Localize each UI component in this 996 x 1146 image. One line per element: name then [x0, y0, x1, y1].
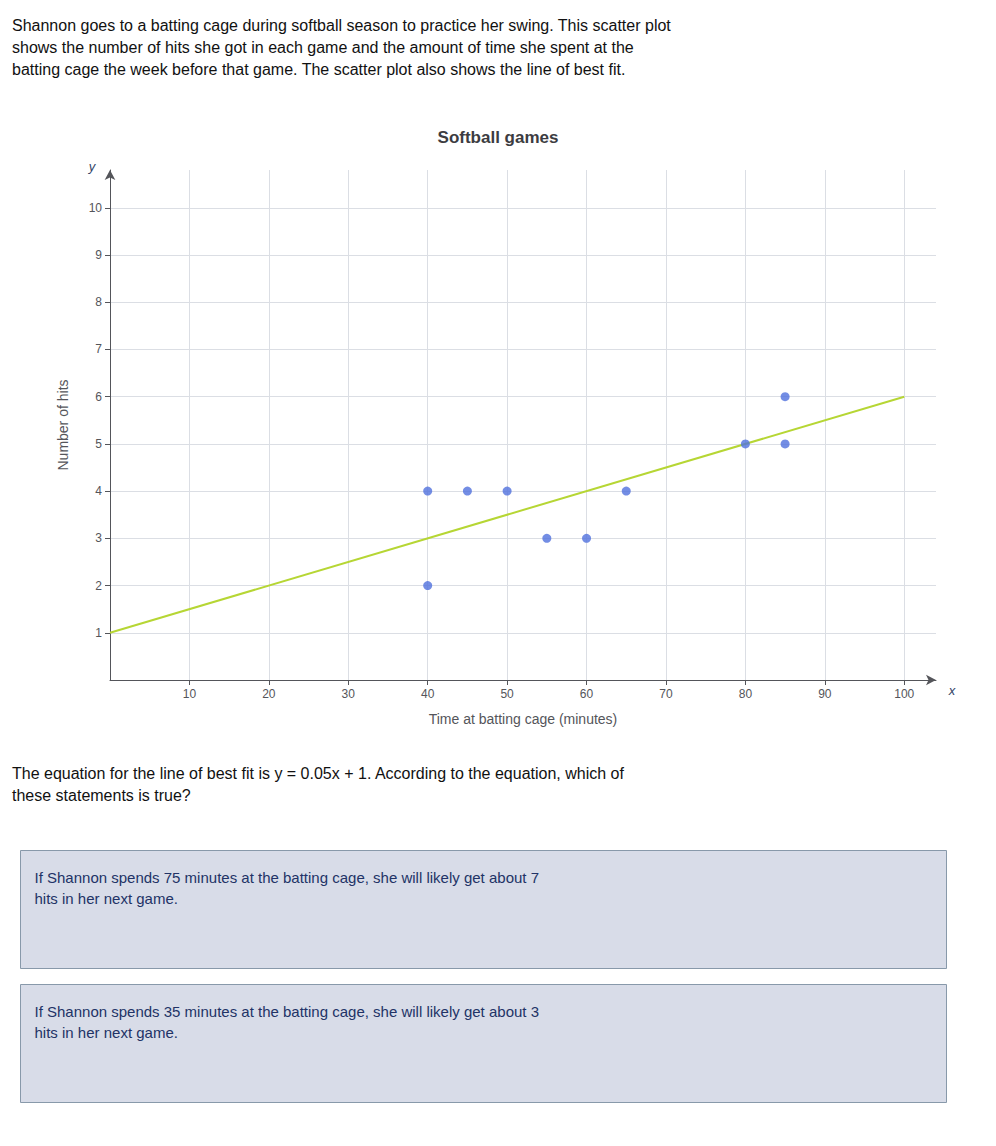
svg-text:hits in her next game.: hits in her next game.: [35, 890, 178, 907]
svg-text:these statements is true?: these statements is true?: [12, 787, 191, 804]
svg-text:Time at batting cage (minutes): Time at batting cage (minutes): [429, 711, 618, 727]
svg-text:7: 7: [95, 342, 102, 356]
svg-text:100: 100: [894, 687, 914, 701]
svg-text:8: 8: [95, 295, 102, 309]
svg-text:50: 50: [500, 687, 514, 701]
svg-text:9: 9: [95, 248, 102, 262]
svg-text:1: 1: [95, 626, 102, 640]
svg-text:60: 60: [580, 687, 594, 701]
svg-text:80: 80: [739, 687, 753, 701]
svg-text:batting cage the week before t: batting cage the week before that game. …: [12, 61, 625, 78]
svg-text:90: 90: [818, 687, 832, 701]
svg-text:2: 2: [95, 579, 102, 593]
svg-text:6: 6: [95, 390, 102, 404]
svg-text:Shannon goes to a batting cage: Shannon goes to a batting cage during so…: [12, 17, 671, 34]
svg-text:shows the number of hits she g: shows the number of hits she got in each…: [12, 39, 634, 56]
svg-text:3: 3: [95, 531, 102, 545]
svg-text:10: 10: [89, 201, 103, 215]
svg-text:Number of hits: Number of hits: [55, 379, 71, 470]
svg-text:Softball games: Softball games: [438, 128, 559, 147]
svg-text:4: 4: [95, 484, 102, 498]
svg-text:40: 40: [421, 687, 435, 701]
svg-text:30: 30: [342, 687, 356, 701]
svg-text:If Shannon spends 35 minutes a: If Shannon spends 35 minutes at the batt…: [35, 1003, 540, 1020]
svg-text:y: y: [88, 159, 97, 174]
svg-text:70: 70: [659, 687, 673, 701]
svg-text:The equation for the line of b: The equation for the line of best fit is…: [12, 765, 624, 782]
svg-text:5: 5: [95, 437, 102, 451]
svg-text:20: 20: [262, 687, 276, 701]
svg-text:If Shannon spends 75 minutes a: If Shannon spends 75 minutes at the batt…: [35, 869, 540, 886]
svg-text:hits in her next game.: hits in her next game.: [35, 1024, 178, 1041]
svg-text:x: x: [948, 683, 956, 698]
svg-text:10: 10: [183, 687, 197, 701]
